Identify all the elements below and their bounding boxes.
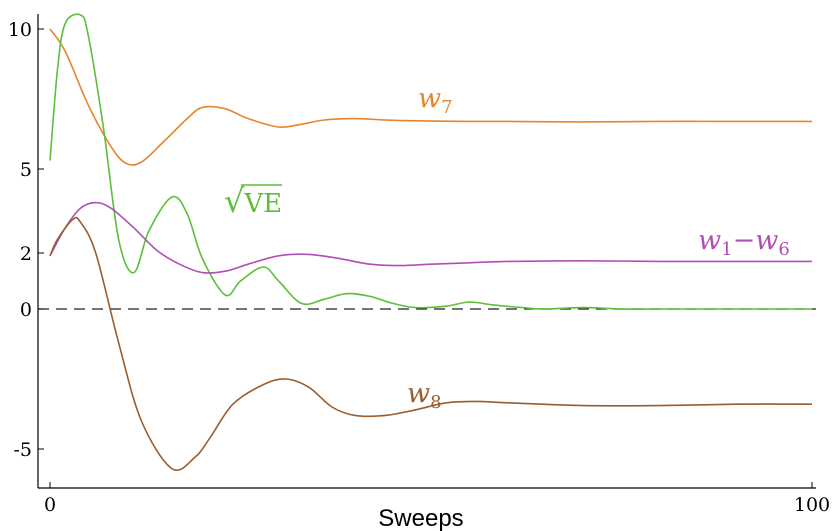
plot-area: w7 √VE w1−w6 w8 <box>38 13 816 471</box>
series-line-w8 <box>49 216 813 471</box>
series-label-w1-w6: w1−w6 <box>698 225 790 260</box>
y-tick-label: 2 <box>20 243 32 265</box>
series-line-w7 <box>49 28 812 166</box>
series-label-ve: √VE <box>224 182 282 220</box>
series-line-ve <box>49 13 812 310</box>
y-tick-label: -5 <box>13 439 32 461</box>
y-tick-label: 5 <box>20 159 32 181</box>
series-line-w1-w6 <box>49 201 812 274</box>
y-axis: 10 5 2 0 -5 <box>8 14 44 488</box>
x-tick-label: 100 <box>794 494 830 516</box>
x-axis-title: Sweeps <box>378 505 463 531</box>
series-label-w7: w7 <box>418 83 453 118</box>
x-tick-label: 0 <box>44 494 56 516</box>
series-label-w8: w8 <box>407 378 442 413</box>
y-tick-label: 0 <box>20 299 32 321</box>
y-tick-label: 10 <box>8 19 32 41</box>
x-axis: 0 100 <box>38 482 830 516</box>
